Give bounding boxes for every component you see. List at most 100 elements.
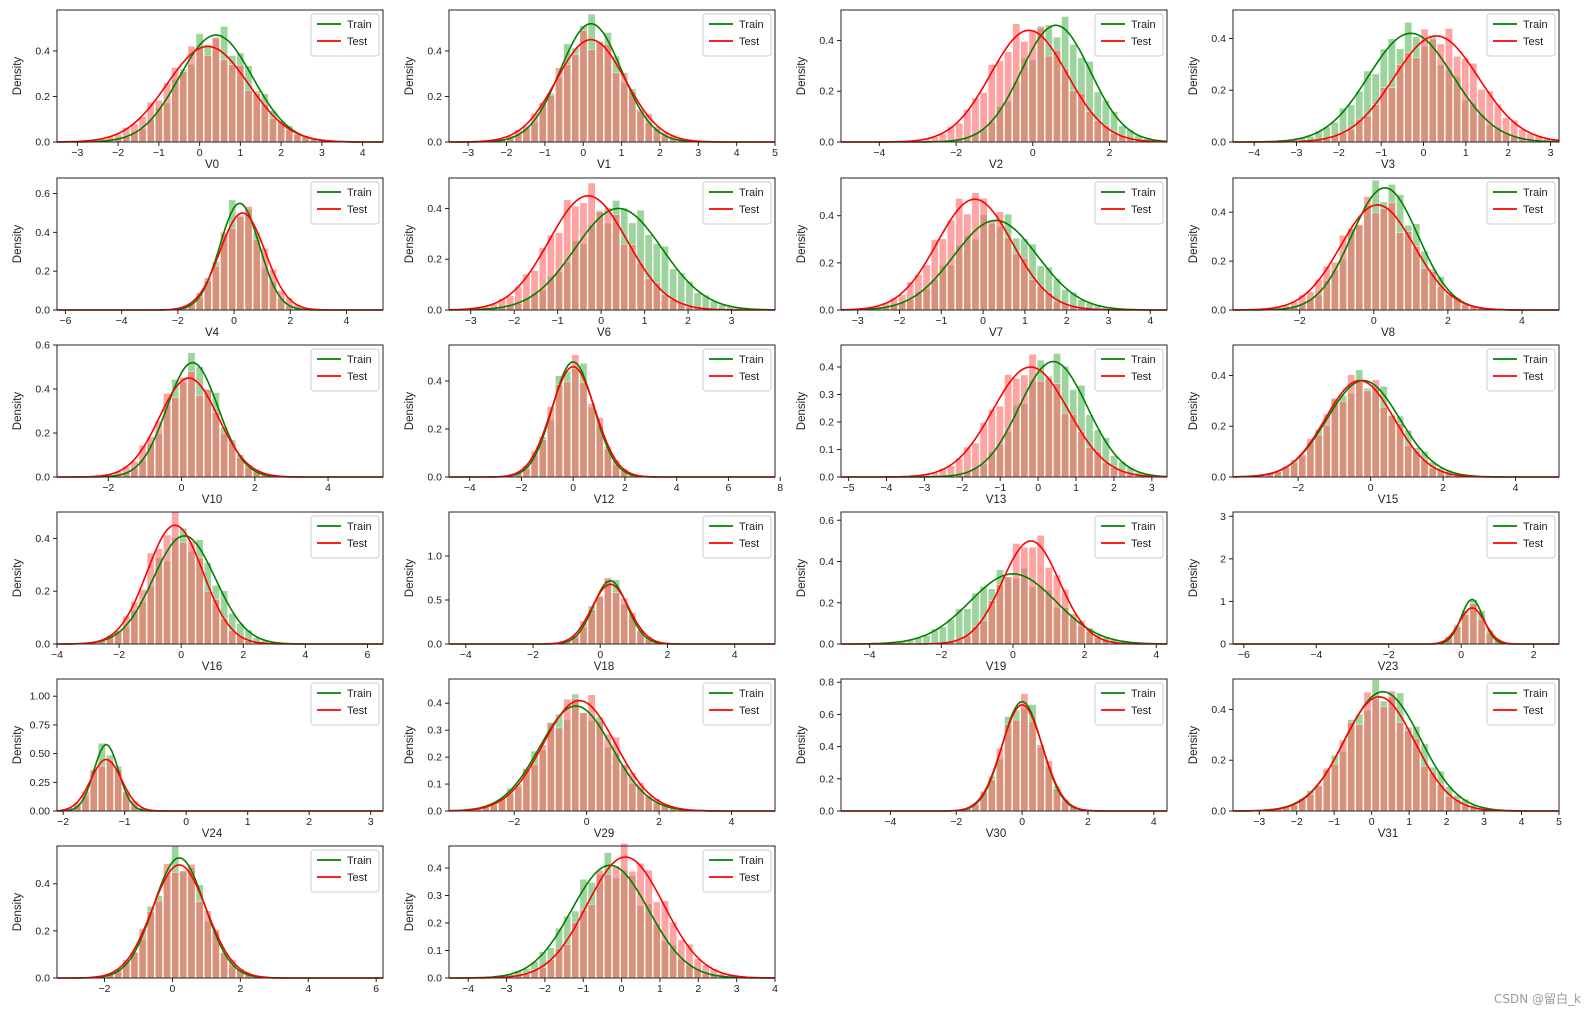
hist-bar-test bbox=[1518, 128, 1527, 143]
x-tick-label: 3 bbox=[1481, 816, 1487, 828]
hist-bar-test bbox=[1379, 706, 1388, 812]
hist-bar-test bbox=[530, 764, 539, 812]
hist-bar-test bbox=[522, 768, 531, 812]
hist-bar-test bbox=[1371, 698, 1380, 812]
x-tick-label: 5 bbox=[1556, 816, 1562, 828]
legend-label-train: Train bbox=[1131, 19, 1156, 31]
hist-bar-test bbox=[1396, 64, 1404, 143]
x-tick-label: 3 bbox=[1548, 147, 1554, 159]
hist-bar-test bbox=[252, 239, 261, 311]
hist-bar-test bbox=[122, 959, 131, 979]
y-tick-label: 0.4 bbox=[819, 556, 834, 568]
x-tick-label: −1 bbox=[577, 983, 589, 995]
hist-bar-test bbox=[587, 403, 596, 478]
legend-label-test: Test bbox=[1523, 538, 1543, 550]
y-tick-label: 0.75 bbox=[30, 719, 51, 731]
x-tick-label: 6 bbox=[726, 482, 732, 494]
kde-line-test bbox=[449, 856, 775, 979]
x-tick-label: −2 bbox=[1292, 482, 1304, 494]
subplot-V12: −4 −2 0 2 4 6 8 0.0 0.2 0.4 V12 Density Train Test bbox=[404, 344, 783, 506]
x-tick-label: 2 bbox=[287, 315, 293, 327]
hist-bar-test bbox=[195, 395, 204, 478]
axes-frame bbox=[448, 344, 776, 478]
hist-bar-test bbox=[1347, 374, 1355, 478]
hist-bar-test bbox=[1045, 377, 1053, 478]
x-tick-label: −2 bbox=[99, 983, 111, 995]
legend-label-train: Train bbox=[347, 521, 372, 533]
hist-bar-test bbox=[171, 511, 179, 645]
x-tick-label: 2 bbox=[665, 649, 671, 661]
legend-label-test: Test bbox=[739, 371, 759, 383]
x-tick-label: −4 bbox=[116, 315, 128, 327]
x-tick-label: −1 bbox=[1328, 816, 1340, 828]
x-tick-label: 6 bbox=[373, 983, 379, 995]
subplot-V10: −2 0 2 4 0.0 0.2 0.4 0.6 V10 Density Train Test bbox=[12, 340, 384, 506]
x-tick-label: −3 bbox=[918, 482, 930, 494]
x-tick-label: 3 bbox=[319, 147, 325, 159]
y-tick-label: 0.2 bbox=[819, 257, 834, 269]
hist-bar-test bbox=[620, 843, 629, 979]
legend: Train Test bbox=[310, 515, 380, 559]
x-tick-label: 0 bbox=[980, 315, 986, 327]
x-tick-label: −1 bbox=[119, 816, 131, 828]
hist-bar-test bbox=[220, 232, 228, 311]
x-tick-label: −4 bbox=[460, 649, 472, 661]
subplot-V18: −4 −2 0 2 4 0.0 0.5 1.0 V18 Density Train Test bbox=[404, 511, 776, 673]
y-tick-label: 0.4 bbox=[427, 698, 442, 710]
kde-line-test bbox=[57, 45, 383, 143]
hist-bar-test bbox=[555, 727, 563, 812]
legend-label-train: Train bbox=[1523, 19, 1548, 31]
y-tick-label: 0.4 bbox=[819, 35, 834, 47]
hist-bar-test bbox=[171, 397, 179, 478]
x-tick-label: 4 bbox=[360, 147, 366, 159]
kde-line-test bbox=[57, 212, 383, 311]
hist-bar-test bbox=[1053, 300, 1061, 311]
x-tick-label: 1 bbox=[1406, 816, 1412, 828]
hist-bar-test bbox=[988, 220, 996, 311]
x-tick-label: 2 bbox=[237, 983, 243, 995]
y-axis-label: Density bbox=[796, 392, 808, 431]
y-tick-label: 0.4 bbox=[1211, 370, 1226, 382]
y-tick-label: 3 bbox=[1220, 511, 1226, 523]
x-tick-label: 0 bbox=[178, 649, 184, 661]
y-tick-label: 0.6 bbox=[35, 340, 50, 352]
x-tick-label: −2 bbox=[1294, 315, 1306, 327]
hist-bar-test bbox=[644, 278, 653, 311]
hist-bar-test bbox=[1477, 619, 1486, 645]
y-tick-label: 0.2 bbox=[819, 86, 834, 98]
hist-bar-test bbox=[1028, 354, 1037, 478]
x-tick-label: 1 bbox=[642, 315, 648, 327]
x-axis-label: V15 bbox=[1378, 494, 1398, 506]
y-tick-label: 0.0 bbox=[819, 305, 834, 317]
x-tick-label: 0 bbox=[179, 482, 185, 494]
legend-label-test: Test bbox=[1131, 204, 1151, 216]
legend-label-test: Test bbox=[347, 36, 367, 48]
x-tick-label: −3 bbox=[1291, 147, 1303, 159]
subplot-panel-22: −4 −3 −2 −1 0 1 2 3 4 0.0 0.1 0.2 0.3 0.4 Density Train… bbox=[404, 843, 778, 995]
x-tick-label: −2 bbox=[894, 315, 906, 327]
x-tick-label: 3 bbox=[1149, 482, 1155, 494]
kde-line-train bbox=[56, 743, 383, 812]
hist-bar-test bbox=[1053, 49, 1061, 143]
hist-bar-test bbox=[1306, 794, 1315, 812]
x-tick-label: −1 bbox=[539, 147, 551, 159]
hist-bar-test bbox=[171, 872, 179, 979]
x-tick-label: −3 bbox=[852, 315, 864, 327]
legend: Train Test bbox=[702, 13, 772, 57]
hist-bar-test bbox=[1371, 212, 1380, 311]
y-tick-label: 1 bbox=[1220, 596, 1226, 608]
hist-bar-test bbox=[1420, 268, 1429, 311]
x-tick-label: 4 bbox=[1147, 315, 1153, 327]
x-tick-label: 0 bbox=[231, 315, 237, 327]
x-tick-label: 0 bbox=[597, 649, 603, 661]
legend-label-test: Test bbox=[739, 538, 759, 550]
x-tick-label: 1 bbox=[237, 147, 243, 159]
hist-bar-test bbox=[1363, 390, 1372, 478]
x-tick-label: 2 bbox=[1444, 816, 1450, 828]
hist-bar-test bbox=[1404, 445, 1413, 478]
hist-bar-test bbox=[1020, 257, 1029, 311]
y-tick-label: 0.0 bbox=[1211, 137, 1226, 149]
legend-label-train: Train bbox=[1523, 688, 1548, 700]
hist-bar-test bbox=[1020, 693, 1029, 812]
legend: Train Test bbox=[1486, 682, 1556, 726]
